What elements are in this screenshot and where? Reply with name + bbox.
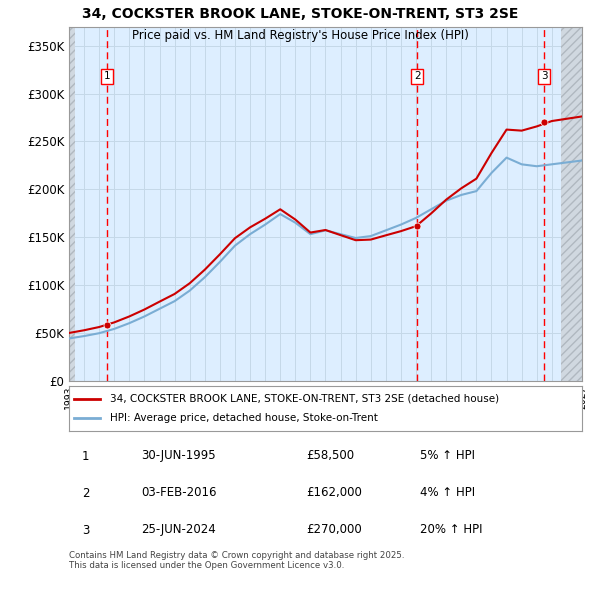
Text: 2: 2 — [82, 487, 89, 500]
Text: HPI: Average price, detached house, Stoke-on-Trent: HPI: Average price, detached house, Stok… — [110, 414, 378, 423]
Text: £58,500: £58,500 — [306, 448, 354, 462]
Bar — [560, 27, 582, 381]
Text: 03-FEB-2016: 03-FEB-2016 — [141, 486, 217, 499]
Text: 25-JUN-2024: 25-JUN-2024 — [141, 523, 216, 536]
Text: 34, COCKSTER BROOK LANE, STOKE-ON-TRENT, ST3 2SE: 34, COCKSTER BROOK LANE, STOKE-ON-TRENT,… — [82, 6, 518, 21]
Text: 4% ↑ HPI: 4% ↑ HPI — [420, 486, 475, 499]
Text: Price paid vs. HM Land Registry's House Price Index (HPI): Price paid vs. HM Land Registry's House … — [131, 30, 469, 42]
Text: £270,000: £270,000 — [306, 523, 362, 536]
Text: 30-JUN-1995: 30-JUN-1995 — [141, 448, 215, 462]
Text: 1: 1 — [103, 71, 110, 81]
Text: 20% ↑ HPI: 20% ↑ HPI — [420, 523, 482, 536]
Bar — [69, 27, 76, 381]
Text: 34, COCKSTER BROOK LANE, STOKE-ON-TRENT, ST3 2SE (detached house): 34, COCKSTER BROOK LANE, STOKE-ON-TRENT,… — [110, 394, 499, 404]
Text: 2: 2 — [414, 71, 421, 81]
Text: 3: 3 — [82, 524, 89, 537]
Text: 5% ↑ HPI: 5% ↑ HPI — [420, 448, 475, 462]
Text: 1: 1 — [82, 450, 89, 463]
Text: 3: 3 — [541, 71, 547, 81]
Text: £162,000: £162,000 — [306, 486, 362, 499]
Text: Contains HM Land Registry data © Crown copyright and database right 2025.
This d: Contains HM Land Registry data © Crown c… — [69, 551, 404, 571]
